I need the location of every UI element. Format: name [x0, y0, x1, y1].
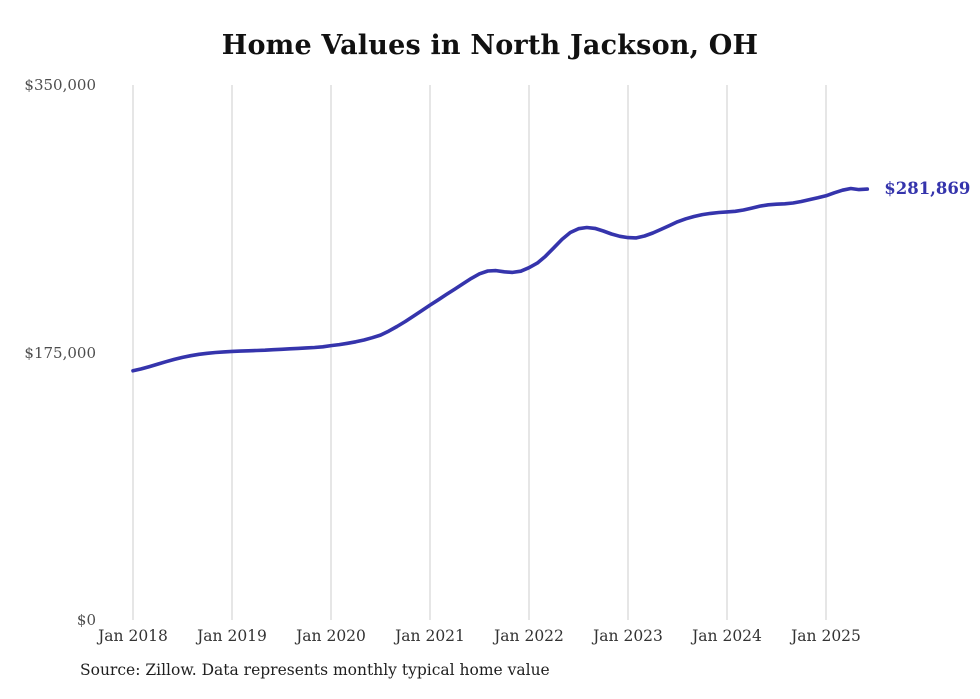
x-tick-label: Jan 2022 [494, 627, 564, 645]
home-value-line [131, 186, 870, 373]
x-tick-label: Jan 2020 [296, 627, 366, 645]
x-tick-label: Jan 2023 [593, 627, 663, 645]
y-tick-label: $0 [76, 611, 96, 629]
x-tick-label: Jan 2018 [98, 627, 168, 645]
x-tick-label: Jan 2025 [791, 627, 861, 645]
latest-value-label: $281,869 [884, 179, 971, 199]
source-note: Source: Zillow. Data represents monthly … [80, 661, 550, 679]
y-tick-label: $175,000 [24, 343, 96, 362]
x-tick-label: Jan 2024 [692, 627, 762, 645]
x-tick-label: Jan 2021 [395, 627, 465, 645]
y-tick-label: $350,000 [24, 76, 96, 94]
chart-title: Home Values in North Jackson, OH [221, 30, 759, 61]
x-tick-label: Jan 2019 [197, 627, 267, 645]
